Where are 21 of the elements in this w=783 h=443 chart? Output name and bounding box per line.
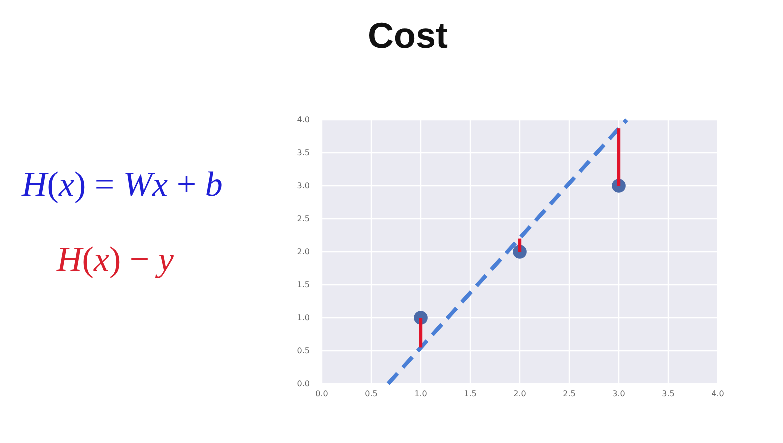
x-tick-label: 1.0 [414,390,428,399]
x-tick-label: 0.5 [365,390,378,399]
x-tick-label: 3.5 [662,390,675,399]
x-tick-label: 3.0 [612,390,626,399]
y-tick-label: 0.0 [297,380,310,389]
x-tick-label: 1.5 [464,390,477,399]
y-tick-label: 2.5 [297,214,310,224]
x-tick-label: 0.0 [316,390,328,399]
text: H(x) = Wx + b [22,165,223,204]
y-tick-label: 4.0 [297,116,310,125]
y-tick-label: 3.0 [297,182,310,191]
y-tick-label: 2.0 [297,248,310,257]
text: H(x) − y [56,240,174,279]
x-tick-label: 4.0 [712,390,724,399]
y-tick-label: 1.0 [297,314,310,323]
y-tick-label: 3.5 [297,148,310,158]
x-tick-label: 2.0 [514,390,526,399]
y-tick-label: 0.5 [297,346,310,356]
y-tick-label: 1.5 [297,280,310,290]
x-tick-label: 2.5 [563,390,576,399]
chart-title: Cost [368,15,448,56]
